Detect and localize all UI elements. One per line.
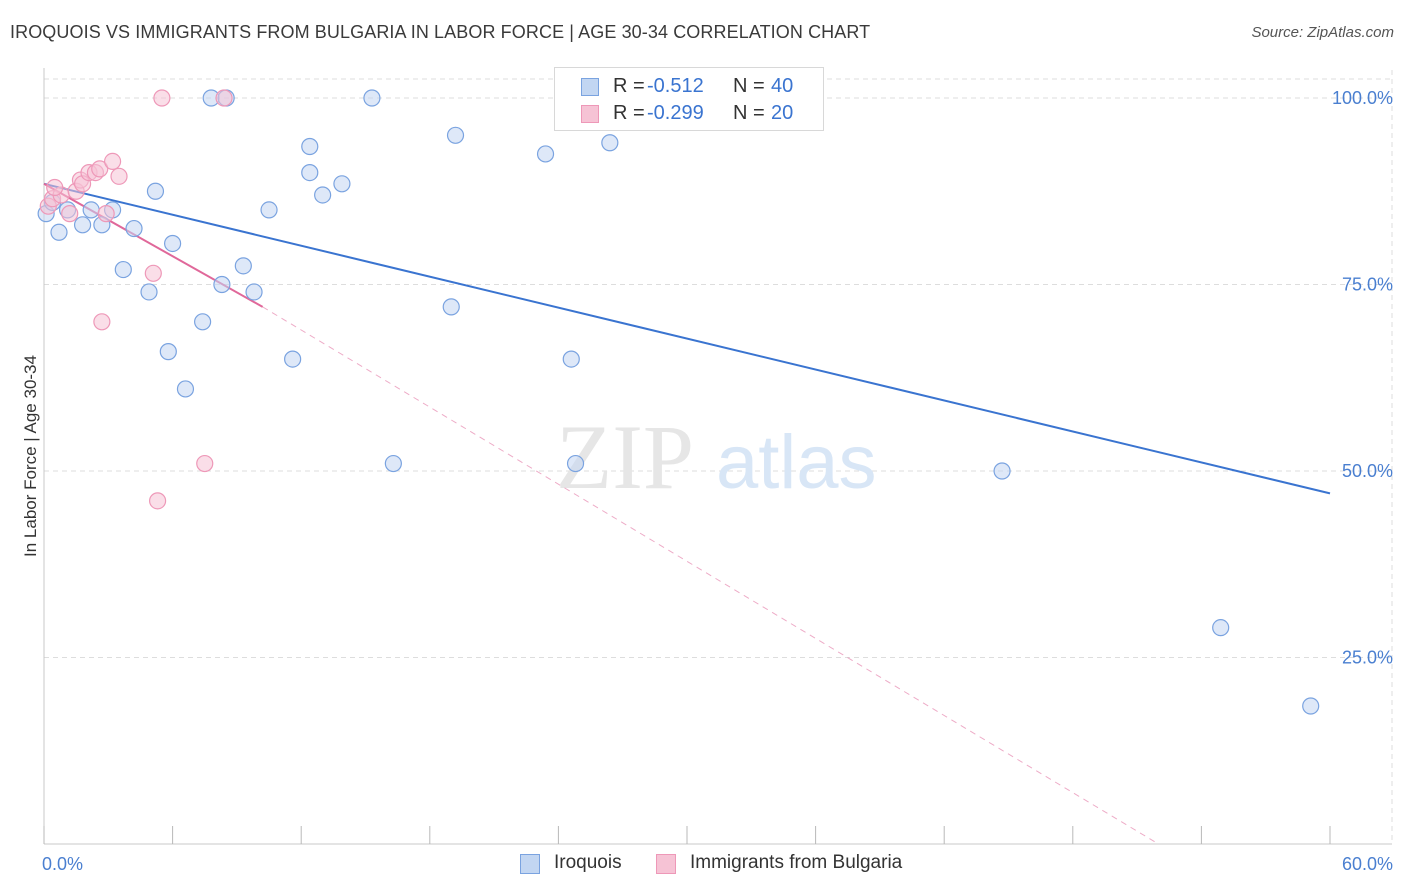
correlation-legend: R = -0.512 N = 40 R = -0.299 N = 20 (554, 67, 824, 131)
point-iroquois (601, 134, 619, 152)
y-tick-label: 100.0% (1332, 88, 1393, 108)
legend-n-label: N = (733, 75, 765, 97)
point-iroquois (159, 343, 177, 361)
legend-r-label: R = (613, 102, 645, 124)
point-iroquois (234, 257, 252, 275)
y-tick-label: 25.0% (1342, 648, 1393, 668)
watermark: ZIP atlas (556, 406, 877, 508)
point-iroquois (442, 298, 460, 316)
legend-r-value: -0.512 (647, 75, 704, 97)
legend-swatch-blue (581, 78, 599, 96)
point-iroquois (213, 275, 231, 294)
trend-line-iroquois (43, 182, 1331, 495)
point-iroquois (384, 454, 402, 473)
point-bulgaria (46, 178, 64, 197)
point-bulgaria (110, 167, 128, 185)
point-iroquois (73, 216, 92, 234)
legend-n-value: 20 (771, 102, 794, 124)
point-iroquois (140, 283, 158, 301)
series-label: Immigrants from Bulgaria (690, 852, 903, 873)
point-iroquois (164, 234, 182, 253)
y-tick-label: 75.0% (1342, 275, 1393, 295)
tick-labels: 25.0% 50.0% 75.0% 100.0% 0.0% 60.0% (42, 88, 1393, 874)
series-swatch-pink (656, 854, 676, 874)
point-bulgaria (196, 454, 214, 473)
legend-swatch-pink (581, 105, 599, 123)
point-iroquois (125, 219, 143, 238)
data-points (37, 89, 1320, 715)
series-swatch-blue (520, 854, 540, 874)
point-bulgaria (144, 264, 162, 282)
chart-title: IROQUOIS VS IMMIGRANTS FROM BULGARIA IN … (10, 22, 871, 42)
y-axis-label: In Labor Force | Age 30-34 (21, 355, 40, 557)
point-iroquois (146, 182, 165, 200)
point-iroquois (363, 89, 381, 107)
source-label: Source: ZipAtlas.com (1251, 24, 1394, 41)
point-iroquois (993, 462, 1011, 480)
point-iroquois (82, 201, 100, 219)
point-iroquois (562, 350, 580, 368)
point-iroquois (194, 313, 212, 331)
point-bulgaria (91, 160, 109, 178)
legend-r-value: -0.299 (647, 102, 704, 124)
point-iroquois (536, 145, 555, 163)
point-iroquois (301, 137, 319, 156)
x-tick-label: 60.0% (1342, 854, 1393, 874)
x-tick-label: 0.0% (42, 854, 83, 874)
legend-n-value: 40 (771, 75, 794, 97)
point-iroquois (284, 350, 302, 368)
series-label: Iroquois (554, 852, 622, 873)
point-iroquois (50, 223, 68, 241)
legend-r-label: R = (613, 75, 645, 97)
point-iroquois (176, 380, 195, 398)
point-iroquois (301, 164, 319, 182)
point-bulgaria (153, 89, 171, 107)
point-iroquois (1302, 697, 1320, 715)
point-iroquois (314, 186, 332, 204)
point-iroquois (245, 283, 263, 301)
point-bulgaria (61, 205, 79, 223)
point-bulgaria (93, 313, 111, 331)
point-iroquois (260, 201, 278, 219)
point-bulgaria (215, 89, 233, 107)
point-iroquois (114, 260, 132, 279)
trend-lines (43, 182, 1331, 845)
watermark-atlas: atlas (716, 420, 877, 505)
grid-lines (44, 70, 1393, 843)
trend-line-bulgaria-extrapolated (262, 306, 1159, 845)
point-iroquois (333, 175, 351, 193)
point-bulgaria (148, 492, 167, 510)
point-iroquois (446, 126, 465, 144)
y-tick-label: 50.0% (1342, 461, 1393, 481)
point-bulgaria (103, 152, 122, 171)
point-iroquois (1212, 619, 1230, 637)
point-iroquois (566, 454, 585, 473)
legend-n-label: N = (733, 102, 765, 124)
point-bulgaria (97, 205, 115, 223)
axes (43, 68, 1392, 845)
